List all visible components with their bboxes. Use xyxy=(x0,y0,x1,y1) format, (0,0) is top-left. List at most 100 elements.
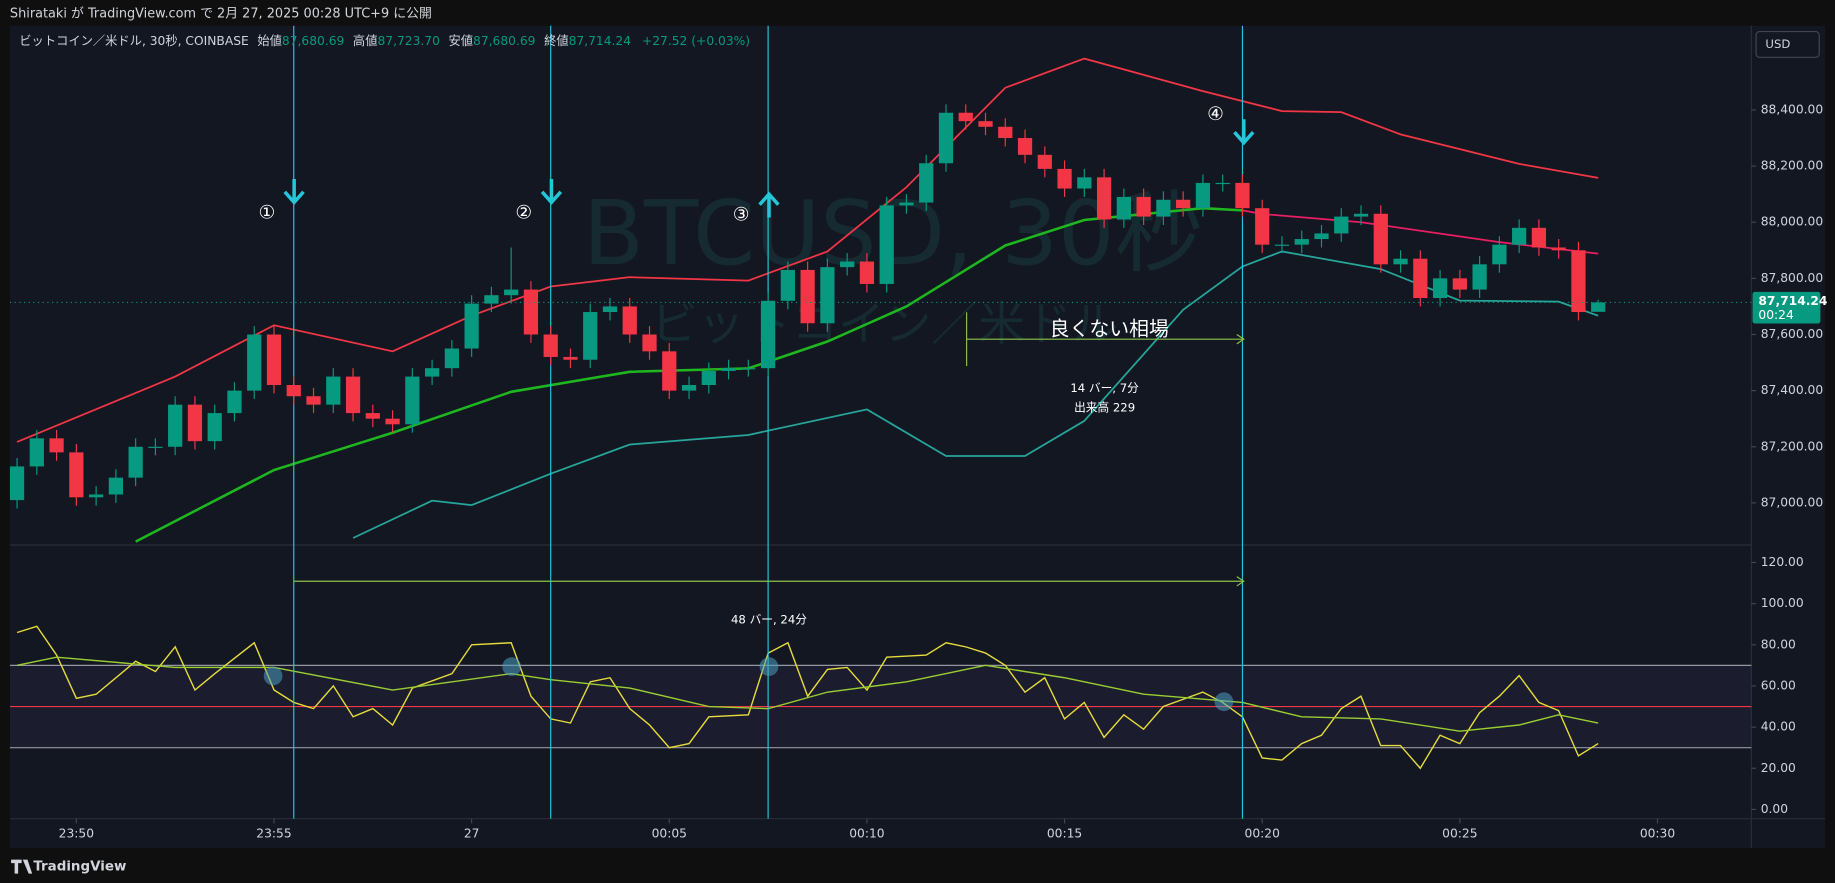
countdown: 00:24 xyxy=(1758,308,1794,322)
candle-body xyxy=(1472,264,1487,290)
candle-body xyxy=(1294,239,1309,245)
candle-body xyxy=(504,289,519,296)
candle-body xyxy=(642,334,657,352)
x-tick-label: 23:50 xyxy=(59,826,94,840)
candle-body xyxy=(1413,258,1428,298)
candle-body xyxy=(1492,244,1507,265)
measure-bars: 14 バー, 7分 xyxy=(1070,381,1139,395)
last-price-label: 87,714.24 xyxy=(1758,294,1827,308)
candle-body xyxy=(247,334,262,391)
candle-body xyxy=(563,356,578,360)
candle-body xyxy=(9,466,25,501)
x-tick-label: 00:25 xyxy=(1442,826,1477,840)
candle-body xyxy=(1551,247,1566,251)
candle-body xyxy=(1393,258,1408,265)
legend-value: 87,723.70 xyxy=(377,33,439,47)
plot: 87,000.00 87,200.00 87,400.00 87,600.00 87,8… xyxy=(9,25,1827,840)
candle-body xyxy=(780,269,795,301)
candle-body xyxy=(385,418,400,425)
candle-body xyxy=(1017,138,1033,155)
arrow-down xyxy=(540,178,563,205)
candle-body xyxy=(741,368,756,370)
candle-body xyxy=(444,348,459,369)
annotation-number: ④ xyxy=(1207,104,1224,125)
y-tick-label: 87,000.00 xyxy=(1761,495,1823,509)
candle-body xyxy=(958,112,973,122)
measure-volume: 出来高 229 xyxy=(1074,401,1135,415)
candle-body xyxy=(1314,233,1329,240)
y-tick-label: 88,000.00 xyxy=(1761,215,1823,229)
y-tick-label: 40.00 xyxy=(1761,720,1796,734)
candle-body xyxy=(800,269,815,324)
candle-body xyxy=(168,404,183,447)
candle-body xyxy=(1373,213,1388,265)
x-tick-label: 00:10 xyxy=(849,826,884,840)
legend-change: +27.52 (+0.03%) xyxy=(642,33,750,47)
x-tick-label: 00:05 xyxy=(652,826,687,840)
candle-body xyxy=(1571,250,1586,313)
candle-body xyxy=(128,446,143,478)
arrow-down xyxy=(1233,119,1255,146)
candle-body xyxy=(286,385,301,397)
candle-body xyxy=(49,438,64,453)
candle-body xyxy=(1531,227,1547,248)
legend-value: 87,714.24 xyxy=(569,33,632,47)
candle-body xyxy=(879,205,894,284)
candle-body xyxy=(227,390,242,414)
candle-body xyxy=(1432,278,1448,298)
legend-key: 終値 xyxy=(544,32,569,47)
x-tick-label: 00:30 xyxy=(1640,826,1675,840)
rsi-markers xyxy=(263,657,1234,712)
candle-body xyxy=(583,312,598,360)
candle-body xyxy=(1077,177,1092,189)
candle-body xyxy=(602,306,618,313)
y-tick-label: 80.00 xyxy=(1761,637,1796,651)
measure-arrowhead xyxy=(1236,576,1245,587)
candle-body xyxy=(187,404,203,442)
candle-body xyxy=(464,303,479,349)
candle-body xyxy=(523,289,539,335)
legend-key: 高値 xyxy=(353,32,378,47)
last-price-box xyxy=(1752,291,1821,324)
candle-body xyxy=(1156,199,1171,217)
candle-body xyxy=(899,202,914,206)
currency[interactable]: USD xyxy=(1765,37,1790,51)
legend-title: ビットコイン／米ドル, 30秒, COINBASE xyxy=(19,33,248,47)
candle-body xyxy=(365,413,380,419)
annotation-number: ③ xyxy=(733,205,750,226)
candle-body xyxy=(622,306,637,335)
candle-body xyxy=(1215,182,1230,185)
indicator-line xyxy=(16,656,1599,732)
y-tick-label: 87,200.00 xyxy=(1761,439,1823,453)
y-tick-label: 0.00 xyxy=(1761,802,1788,816)
legend-value: 87,680.69 xyxy=(473,33,535,47)
brand: TradingView xyxy=(33,860,126,875)
candle-body xyxy=(1096,177,1112,220)
y-tick-label: 120.00 xyxy=(1761,555,1804,569)
candle-body xyxy=(1037,154,1052,169)
x-tick-label: 00:15 xyxy=(1047,826,1082,840)
candle-body xyxy=(543,334,558,357)
candle-body xyxy=(306,396,321,405)
marker xyxy=(759,657,779,676)
candle-body xyxy=(207,413,222,442)
candle-body xyxy=(424,368,440,377)
candle-body xyxy=(326,376,341,405)
candle-body xyxy=(998,126,1013,139)
currency-button[interactable] xyxy=(1755,30,1820,58)
candle-body xyxy=(938,112,954,164)
x-tick-label: 23:55 xyxy=(256,826,291,840)
x-tick-label: 00:20 xyxy=(1245,826,1280,840)
range-measure xyxy=(294,312,1245,587)
candle-body xyxy=(266,334,282,386)
candle-body xyxy=(1136,196,1151,217)
candle-body xyxy=(859,261,875,284)
candle-body xyxy=(701,370,716,386)
arrow-down xyxy=(283,178,305,205)
candle-body xyxy=(484,295,499,304)
legend-key: 始値 xyxy=(257,32,282,47)
annotation-number: ① xyxy=(258,202,275,223)
candle-body xyxy=(662,351,677,391)
